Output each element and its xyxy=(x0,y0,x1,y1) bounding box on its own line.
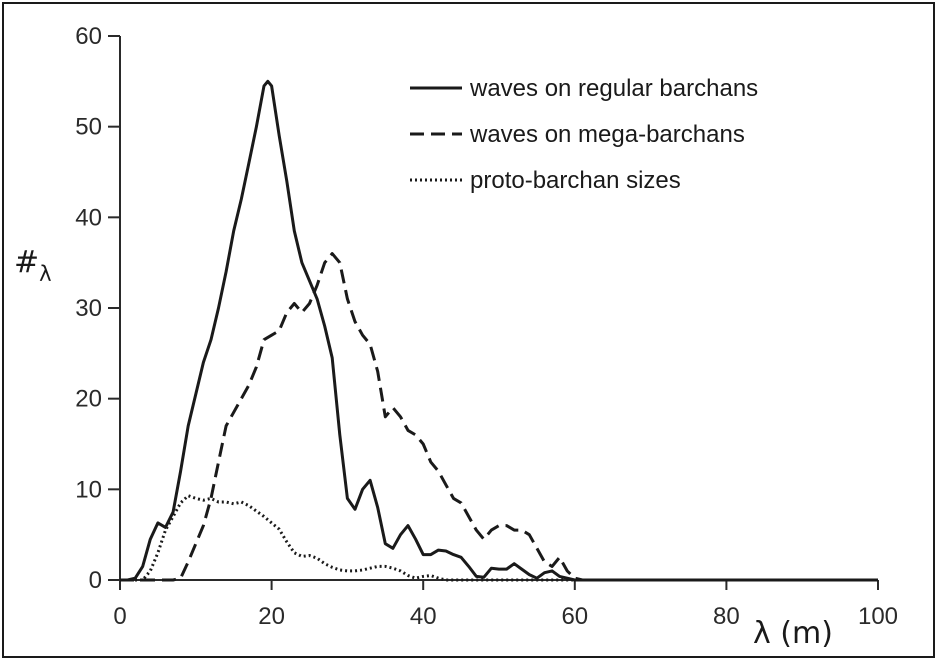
x-axis-label: λ (m) xyxy=(753,616,833,651)
y-tick-label: 20 xyxy=(75,386,102,413)
legend: waves on regular barchans waves on mega-b… xyxy=(410,75,758,194)
series-line-dashed xyxy=(120,252,878,582)
x-tick-label: 60 xyxy=(561,603,588,630)
x-tick-label: 20 xyxy=(258,603,285,630)
y-tick-label: 30 xyxy=(75,295,102,322)
y-axis-label-subscript: λ xyxy=(39,262,51,286)
y-axis-label: #λ xyxy=(14,245,52,286)
y-tick-label: 40 xyxy=(75,204,102,231)
y-tick-label: 50 xyxy=(75,114,102,141)
y-tick-label: 10 xyxy=(75,476,102,503)
x-tick-label: 40 xyxy=(410,603,437,630)
legend-label: waves on regular barchans xyxy=(469,75,758,102)
series-line-solid xyxy=(120,79,878,582)
series-line-dotted xyxy=(120,494,878,582)
x-tick-label: 0 xyxy=(113,603,126,630)
x-tick-label: 100 xyxy=(858,603,898,630)
x-tick-label: 80 xyxy=(713,603,740,630)
legend-label: waves on mega-barchans xyxy=(469,121,745,148)
y-axis-label-main: # xyxy=(14,245,39,280)
axes: 0 10 20 30 40 50 60 0 20 40 60 80 100 xyxy=(75,23,898,630)
series-layer xyxy=(120,79,878,582)
y-tick-label: 60 xyxy=(75,23,102,50)
legend-label: proto-barchan sizes xyxy=(470,167,681,194)
y-tick-label: 0 xyxy=(89,567,102,594)
